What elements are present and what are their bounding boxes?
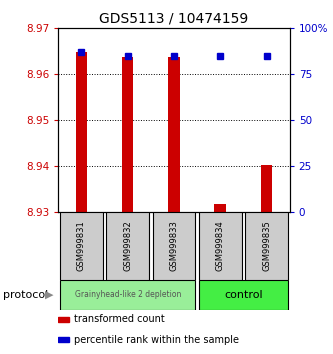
Text: transformed count: transformed count (75, 314, 165, 324)
Text: ▶: ▶ (45, 290, 54, 300)
Bar (199, 280, 288, 310)
Text: GSM999835: GSM999835 (262, 221, 271, 272)
Text: protocol: protocol (3, 290, 49, 300)
Text: GSM999831: GSM999831 (77, 221, 86, 272)
Bar (168, 57, 180, 212)
Text: GSM999832: GSM999832 (123, 221, 132, 272)
Text: GSM999833: GSM999833 (169, 221, 178, 272)
Text: Grainyhead-like 2 depletion: Grainyhead-like 2 depletion (75, 290, 181, 299)
Bar (122, 57, 134, 212)
Bar (261, 165, 272, 212)
Bar (107, 212, 149, 280)
Title: GDS5113 / 10474159: GDS5113 / 10474159 (99, 12, 249, 26)
Bar (199, 212, 241, 280)
Bar (214, 204, 226, 212)
Text: percentile rank within the sample: percentile rank within the sample (75, 335, 239, 345)
Bar (58, 317, 69, 322)
Bar (153, 212, 195, 280)
Bar (60, 280, 195, 310)
Text: GSM999834: GSM999834 (216, 221, 225, 272)
Bar (76, 52, 87, 212)
Bar (60, 212, 103, 280)
Text: control: control (224, 290, 263, 300)
Bar (58, 337, 69, 342)
Bar (245, 212, 288, 280)
